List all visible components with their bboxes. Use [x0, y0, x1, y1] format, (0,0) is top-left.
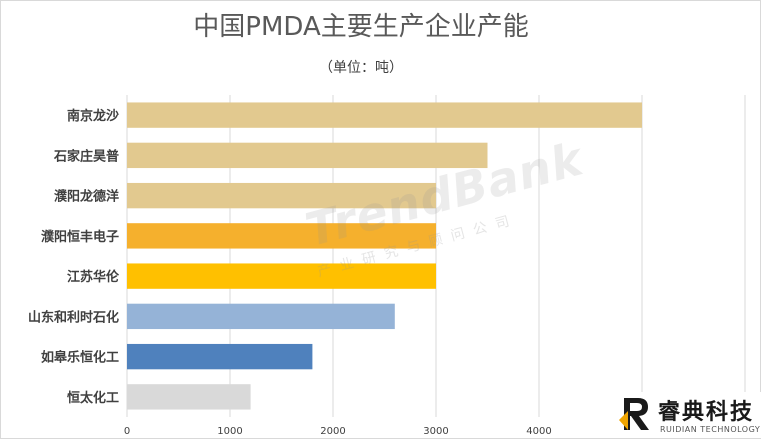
logo-name-en: RUIDIAN TECHNOLOGY [660, 425, 761, 434]
bar [127, 142, 488, 169]
bar [127, 384, 251, 410]
bar [127, 182, 436, 209]
logo-name-cn: 睿典科技 [658, 400, 755, 425]
bar [127, 102, 642, 128]
bar [127, 343, 313, 370]
category-label: 濮阳龙德洋 [54, 189, 119, 205]
x-tick-label: 1000 [217, 426, 242, 437]
category-label: 江苏华伦 [67, 269, 120, 285]
logo-mark-icon [619, 398, 649, 430]
company-logo: 睿典科技 RUIDIAN TECHNOLOGY [612, 392, 761, 438]
category-label: 濮阳恒丰电子 [41, 229, 119, 245]
category-label: 山东和利时石化 [28, 309, 119, 325]
chart-title: 中国PMDA主要生产企业产能 [193, 12, 529, 42]
category-label: 南京龙沙 [67, 108, 119, 124]
bar [127, 223, 436, 249]
x-tick-label: 2000 [320, 426, 345, 437]
x-tick-label: 3000 [423, 426, 448, 437]
bar [127, 263, 436, 289]
x-tick-label: 0 [124, 426, 130, 437]
bar [127, 303, 395, 330]
category-label: 恒太化工 [67, 390, 119, 406]
chart-subtitle: （单位：吨） [319, 60, 403, 76]
category-label: 如皋乐恒化工 [41, 350, 119, 366]
x-tick-label: 4000 [526, 426, 551, 437]
category-label: 石家庄昊普 [53, 148, 119, 164]
